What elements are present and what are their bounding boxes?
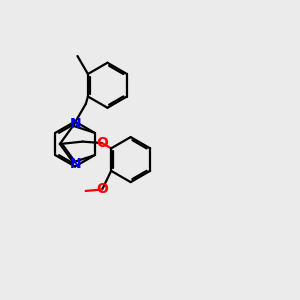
Text: N: N [70, 117, 81, 131]
Text: N: N [70, 157, 81, 171]
Text: O: O [96, 182, 108, 197]
Text: O: O [96, 136, 108, 150]
